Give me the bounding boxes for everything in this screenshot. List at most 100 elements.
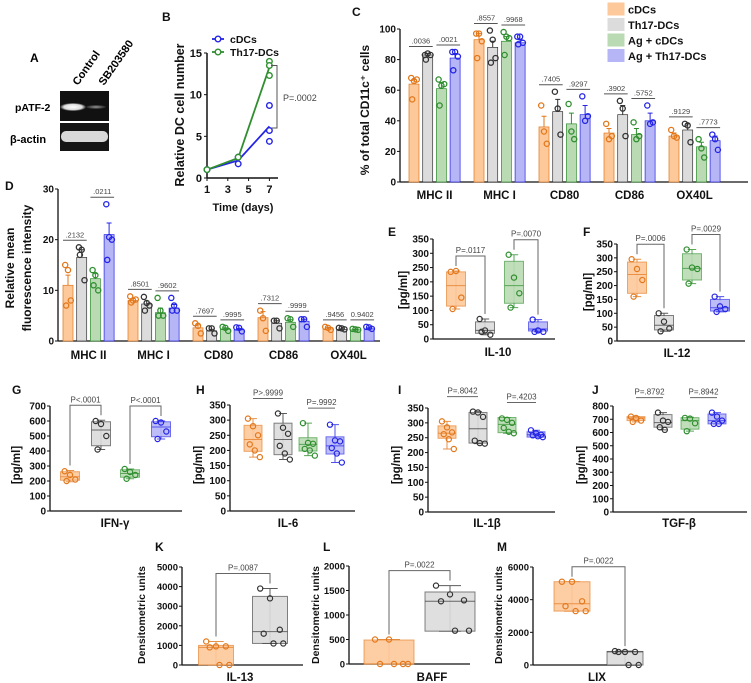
data-point	[708, 409, 716, 416]
y-tick-label: 10	[190, 90, 202, 102]
legend-swatch	[607, 2, 625, 16]
p-value-label: .0211	[93, 187, 111, 196]
y-tick-label: 300	[412, 249, 429, 260]
data-point	[557, 131, 564, 138]
y-tick-label: 350	[407, 404, 424, 415]
data-point	[649, 119, 657, 126]
box	[437, 425, 457, 439]
y-tick-label: 800	[592, 402, 609, 413]
blot-band	[60, 103, 86, 111]
data-point	[695, 135, 702, 143]
bar	[579, 114, 591, 183]
p-value-label: .0021	[439, 35, 458, 44]
data-point	[481, 440, 489, 447]
legend-label: Th17-DCs	[628, 20, 679, 32]
x-tick-label: 5	[246, 184, 252, 196]
data-point	[251, 447, 258, 454]
category-label: BAFF	[417, 672, 448, 683]
category-label: MHC I	[137, 350, 170, 362]
legend-label: cDCs	[628, 5, 656, 17]
data-point	[274, 410, 282, 417]
box	[60, 471, 80, 481]
data-point	[352, 326, 359, 333]
y-tick-label: 80	[385, 55, 397, 66]
data-point	[246, 441, 253, 448]
box	[680, 417, 700, 430]
data-point	[503, 416, 511, 424]
p-value-label: .9129	[671, 107, 690, 116]
significance-bracket	[388, 570, 451, 635]
panel-letter: G	[12, 383, 21, 397]
y-tick-label: 200	[596, 281, 613, 292]
y-tick-label: 150	[596, 295, 613, 306]
p-value-label: .5752	[634, 89, 653, 98]
p-value-label: P>.9999	[253, 388, 284, 397]
box-plot-cdcs	[243, 415, 264, 461]
data-point	[440, 80, 448, 88]
y-tick-label: 150	[209, 461, 226, 472]
p-value-label: .8501	[130, 279, 149, 288]
data-point	[685, 280, 692, 287]
box	[682, 253, 702, 281]
data-point	[67, 297, 75, 304]
data-point	[450, 67, 457, 74]
data-point	[691, 420, 699, 427]
y-tick-label: 350	[412, 235, 429, 246]
y-tick-label: 15	[190, 48, 202, 60]
p-value-label: .0036	[411, 36, 430, 45]
data-point	[63, 477, 70, 485]
box	[653, 414, 673, 428]
y-tick-label: 600	[592, 428, 609, 439]
data-point	[212, 643, 220, 650]
data-point	[141, 307, 149, 314]
x-axis-label: Time (days)	[213, 202, 274, 214]
box	[363, 639, 415, 665]
category-label: LIX	[588, 672, 606, 683]
box	[243, 424, 263, 452]
p-value-label: P=.8042	[447, 387, 478, 396]
panel-letter: F	[583, 225, 590, 239]
y-axis-label: [pg/ml]	[193, 446, 205, 484]
y-tick-label: 0	[40, 507, 46, 518]
p-value-label: P=.0022	[404, 561, 435, 570]
data-point	[234, 153, 242, 161]
legend-swatch	[607, 49, 625, 62]
data-point	[224, 327, 232, 335]
p-value-label: .9456	[325, 310, 344, 319]
data-point	[568, 578, 576, 585]
data-point	[639, 276, 646, 284]
category-label: IL-6	[278, 518, 298, 530]
data-point	[81, 276, 88, 284]
data-point	[163, 428, 170, 435]
data-point	[686, 415, 694, 422]
box	[198, 644, 234, 666]
data-point	[615, 648, 622, 656]
y-axis-label: Relative mean	[3, 228, 17, 309]
p-value-label: .7405	[541, 75, 560, 84]
bar	[566, 123, 577, 183]
p-value-label: .2132	[65, 230, 84, 239]
data-point	[621, 648, 629, 656]
box-plot-cdcs	[446, 267, 466, 313]
y-tick-label: 100	[379, 25, 396, 36]
y-tick-label: 200	[592, 481, 609, 492]
data-point	[471, 437, 478, 444]
data-point	[492, 54, 499, 62]
data-point	[551, 88, 559, 95]
data-point	[154, 435, 161, 443]
data-point	[722, 305, 729, 313]
category-label: MHC I	[483, 190, 516, 202]
panel-letter: I	[398, 383, 401, 397]
data-point	[376, 660, 384, 668]
legend-label: Ag + cDCs	[628, 36, 683, 48]
data-point	[309, 440, 317, 447]
data-point	[630, 119, 637, 126]
p-value-label: .3902	[606, 84, 625, 93]
data-point	[127, 299, 135, 306]
box-plot-ag-th17-dcs	[710, 293, 730, 316]
data-point	[146, 302, 153, 309]
y-tick-label: 4000	[157, 582, 178, 593]
box-plot-th17-dcs	[252, 585, 288, 647]
panel-f-box-chart: 0 50 100 150 200 250 300 350 F [pg/ml] IL-12 P=.000…	[583, 225, 745, 360]
